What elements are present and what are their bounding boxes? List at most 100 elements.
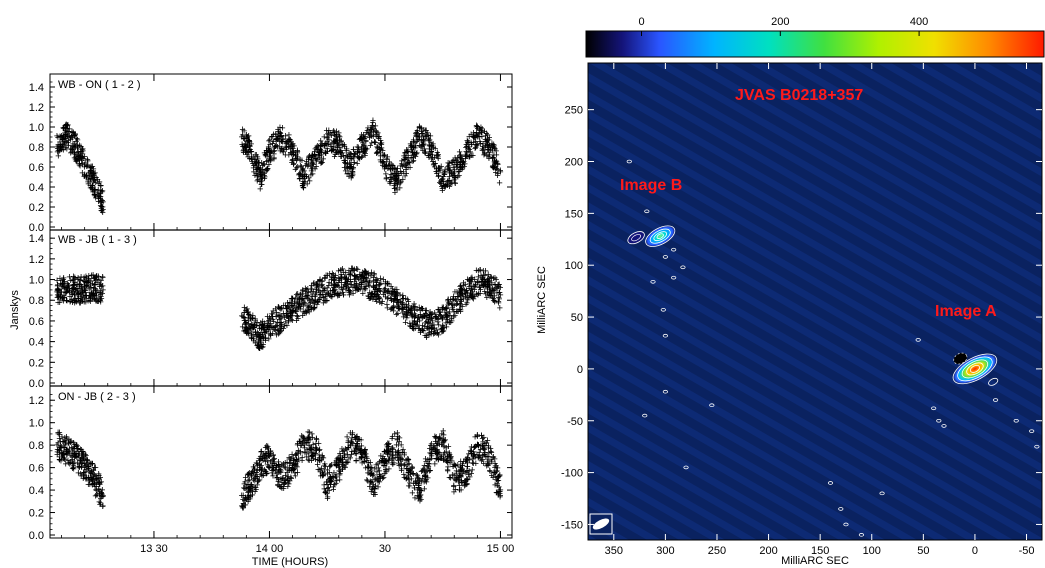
data-point: + xyxy=(275,126,281,138)
data-point: + xyxy=(88,161,94,173)
data-point: + xyxy=(68,134,74,146)
data-point: + xyxy=(91,168,97,180)
data-point: + xyxy=(252,149,258,161)
data-point: + xyxy=(63,137,69,149)
data-point: + xyxy=(93,193,99,205)
data-point: + xyxy=(278,144,284,156)
data-point: + xyxy=(258,157,264,169)
data-point: + xyxy=(83,170,89,182)
data-point: + xyxy=(244,149,250,161)
data-point: + xyxy=(352,434,358,446)
data-point: + xyxy=(288,143,294,155)
data-point: + xyxy=(269,131,275,143)
map-y-tick-label: 0 xyxy=(577,364,583,376)
data-point: + xyxy=(468,468,474,480)
data-point: + xyxy=(265,155,271,167)
data-point: + xyxy=(248,152,254,164)
data-point: + xyxy=(283,138,289,150)
data-point: + xyxy=(69,147,75,159)
data-point: + xyxy=(293,150,299,162)
data-point: + xyxy=(270,136,276,148)
map-x-axis-label: MilliARC SEC xyxy=(781,555,849,567)
data-point: + xyxy=(249,154,255,166)
data-point: + xyxy=(71,139,77,151)
data-point: + xyxy=(288,136,294,148)
data-point: + xyxy=(267,145,273,157)
data-point: + xyxy=(73,152,79,164)
map-x-tick-label: 50 xyxy=(917,545,929,557)
data-point: + xyxy=(65,120,71,132)
data-point: + xyxy=(268,146,274,158)
data-point: + xyxy=(246,153,252,165)
image-a-label: Image A xyxy=(935,303,997,320)
data-point: + xyxy=(261,173,267,185)
data-point: + xyxy=(85,177,91,189)
data-point: + xyxy=(279,143,285,155)
data-point: + xyxy=(71,130,77,142)
data-point: + xyxy=(286,130,292,142)
data-point: + xyxy=(70,127,76,139)
y-tick-label: 1.2 xyxy=(29,395,44,407)
data-point: + xyxy=(385,163,391,175)
data-point: + xyxy=(62,128,68,140)
data-point: + xyxy=(62,142,68,154)
data-point: + xyxy=(271,324,277,336)
data-point: + xyxy=(273,140,279,152)
data-point: + xyxy=(95,178,101,190)
data-point: + xyxy=(84,171,90,183)
data-point: + xyxy=(271,153,277,165)
x-tick-label: 30 xyxy=(379,543,391,555)
data-point: + xyxy=(299,164,305,176)
data-point: + xyxy=(242,139,248,151)
data-point: + xyxy=(55,132,61,144)
data-point: + xyxy=(279,145,285,157)
data-point: + xyxy=(383,464,389,476)
data-point: + xyxy=(267,147,273,159)
colorbar-tick-label: 0 xyxy=(638,16,644,28)
y-tick-label: 1.2 xyxy=(29,254,44,266)
data-point: + xyxy=(85,160,91,172)
data-point: + xyxy=(276,136,282,148)
data-point: + xyxy=(252,159,258,171)
y-tick-label: 1.0 xyxy=(29,418,44,430)
data-point: + xyxy=(278,130,284,142)
data-point: + xyxy=(81,169,87,181)
data-point: + xyxy=(87,180,93,192)
data-point: + xyxy=(257,172,263,184)
data-point: + xyxy=(303,160,309,172)
data-point: + xyxy=(100,204,106,216)
data-point: + xyxy=(300,176,306,188)
data-point: + xyxy=(89,183,95,195)
data-point: + xyxy=(71,147,77,159)
data-point: + xyxy=(80,146,86,158)
x-tick-label: 15 00 xyxy=(487,543,515,555)
map-y-tick-label: 250 xyxy=(565,105,583,117)
data-point: + xyxy=(97,191,103,203)
data-point: + xyxy=(257,167,263,179)
data-point: + xyxy=(264,164,270,176)
y-tick-label: 1.0 xyxy=(29,122,44,134)
data-point: + xyxy=(258,179,264,191)
data-point: + xyxy=(282,142,288,154)
map-x-tick-label: 100 xyxy=(863,545,881,557)
data-point: + xyxy=(304,305,310,317)
data-point: + xyxy=(257,183,263,195)
data-point: + xyxy=(488,446,494,458)
data-point: + xyxy=(246,145,252,157)
data-point: + xyxy=(85,174,91,186)
data-point: + xyxy=(275,128,281,140)
data-point: + xyxy=(62,122,68,134)
data-point: + xyxy=(316,445,322,457)
data-point: + xyxy=(279,123,285,135)
data-point: + xyxy=(264,147,270,159)
data-point: + xyxy=(273,134,279,146)
data-point: + xyxy=(88,182,94,194)
data-point: + xyxy=(266,147,272,159)
data-point: + xyxy=(258,166,264,178)
data-point: + xyxy=(299,155,305,167)
data-point: + xyxy=(58,131,64,143)
data-point: + xyxy=(279,137,285,149)
data-point: + xyxy=(97,200,103,212)
data-point: + xyxy=(273,141,279,153)
data-point: + xyxy=(69,146,75,158)
